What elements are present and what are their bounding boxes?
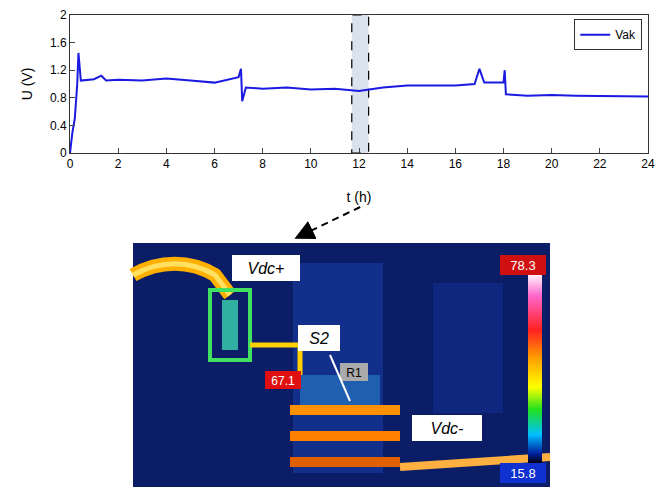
svg-text:22: 22 (593, 157, 607, 171)
svg-text:0.8: 0.8 (50, 91, 67, 105)
svg-text:t (h): t (h) (347, 189, 372, 205)
svg-text:67.1: 67.1 (271, 374, 295, 388)
svg-text:Vdc-: Vdc- (431, 420, 464, 437)
svg-text:18: 18 (497, 157, 511, 171)
svg-text:24: 24 (641, 157, 655, 171)
svg-text:0.4: 0.4 (50, 119, 67, 133)
svg-text:S2: S2 (309, 330, 329, 347)
svg-text:1.6: 1.6 (50, 36, 67, 50)
svg-text:Vak: Vak (615, 28, 636, 42)
svg-text:R1: R1 (346, 366, 362, 380)
svg-text:1.2: 1.2 (50, 63, 67, 77)
svg-text:6: 6 (211, 157, 218, 171)
svg-text:Vdc+: Vdc+ (248, 260, 285, 277)
svg-text:0: 0 (67, 157, 74, 171)
svg-text:16: 16 (449, 157, 463, 171)
svg-text:U (V): U (V) (19, 68, 35, 101)
svg-text:20: 20 (545, 157, 559, 171)
svg-text:0: 0 (60, 146, 67, 160)
svg-text:78.3: 78.3 (510, 258, 535, 273)
svg-text:10: 10 (304, 157, 318, 171)
svg-text:15.8: 15.8 (510, 466, 535, 481)
svg-text:12: 12 (352, 157, 366, 171)
svg-text:4: 4 (163, 157, 170, 171)
svg-text:2: 2 (115, 157, 122, 171)
svg-text:14: 14 (400, 157, 414, 171)
svg-text:2: 2 (60, 8, 67, 22)
svg-text:8: 8 (259, 157, 266, 171)
